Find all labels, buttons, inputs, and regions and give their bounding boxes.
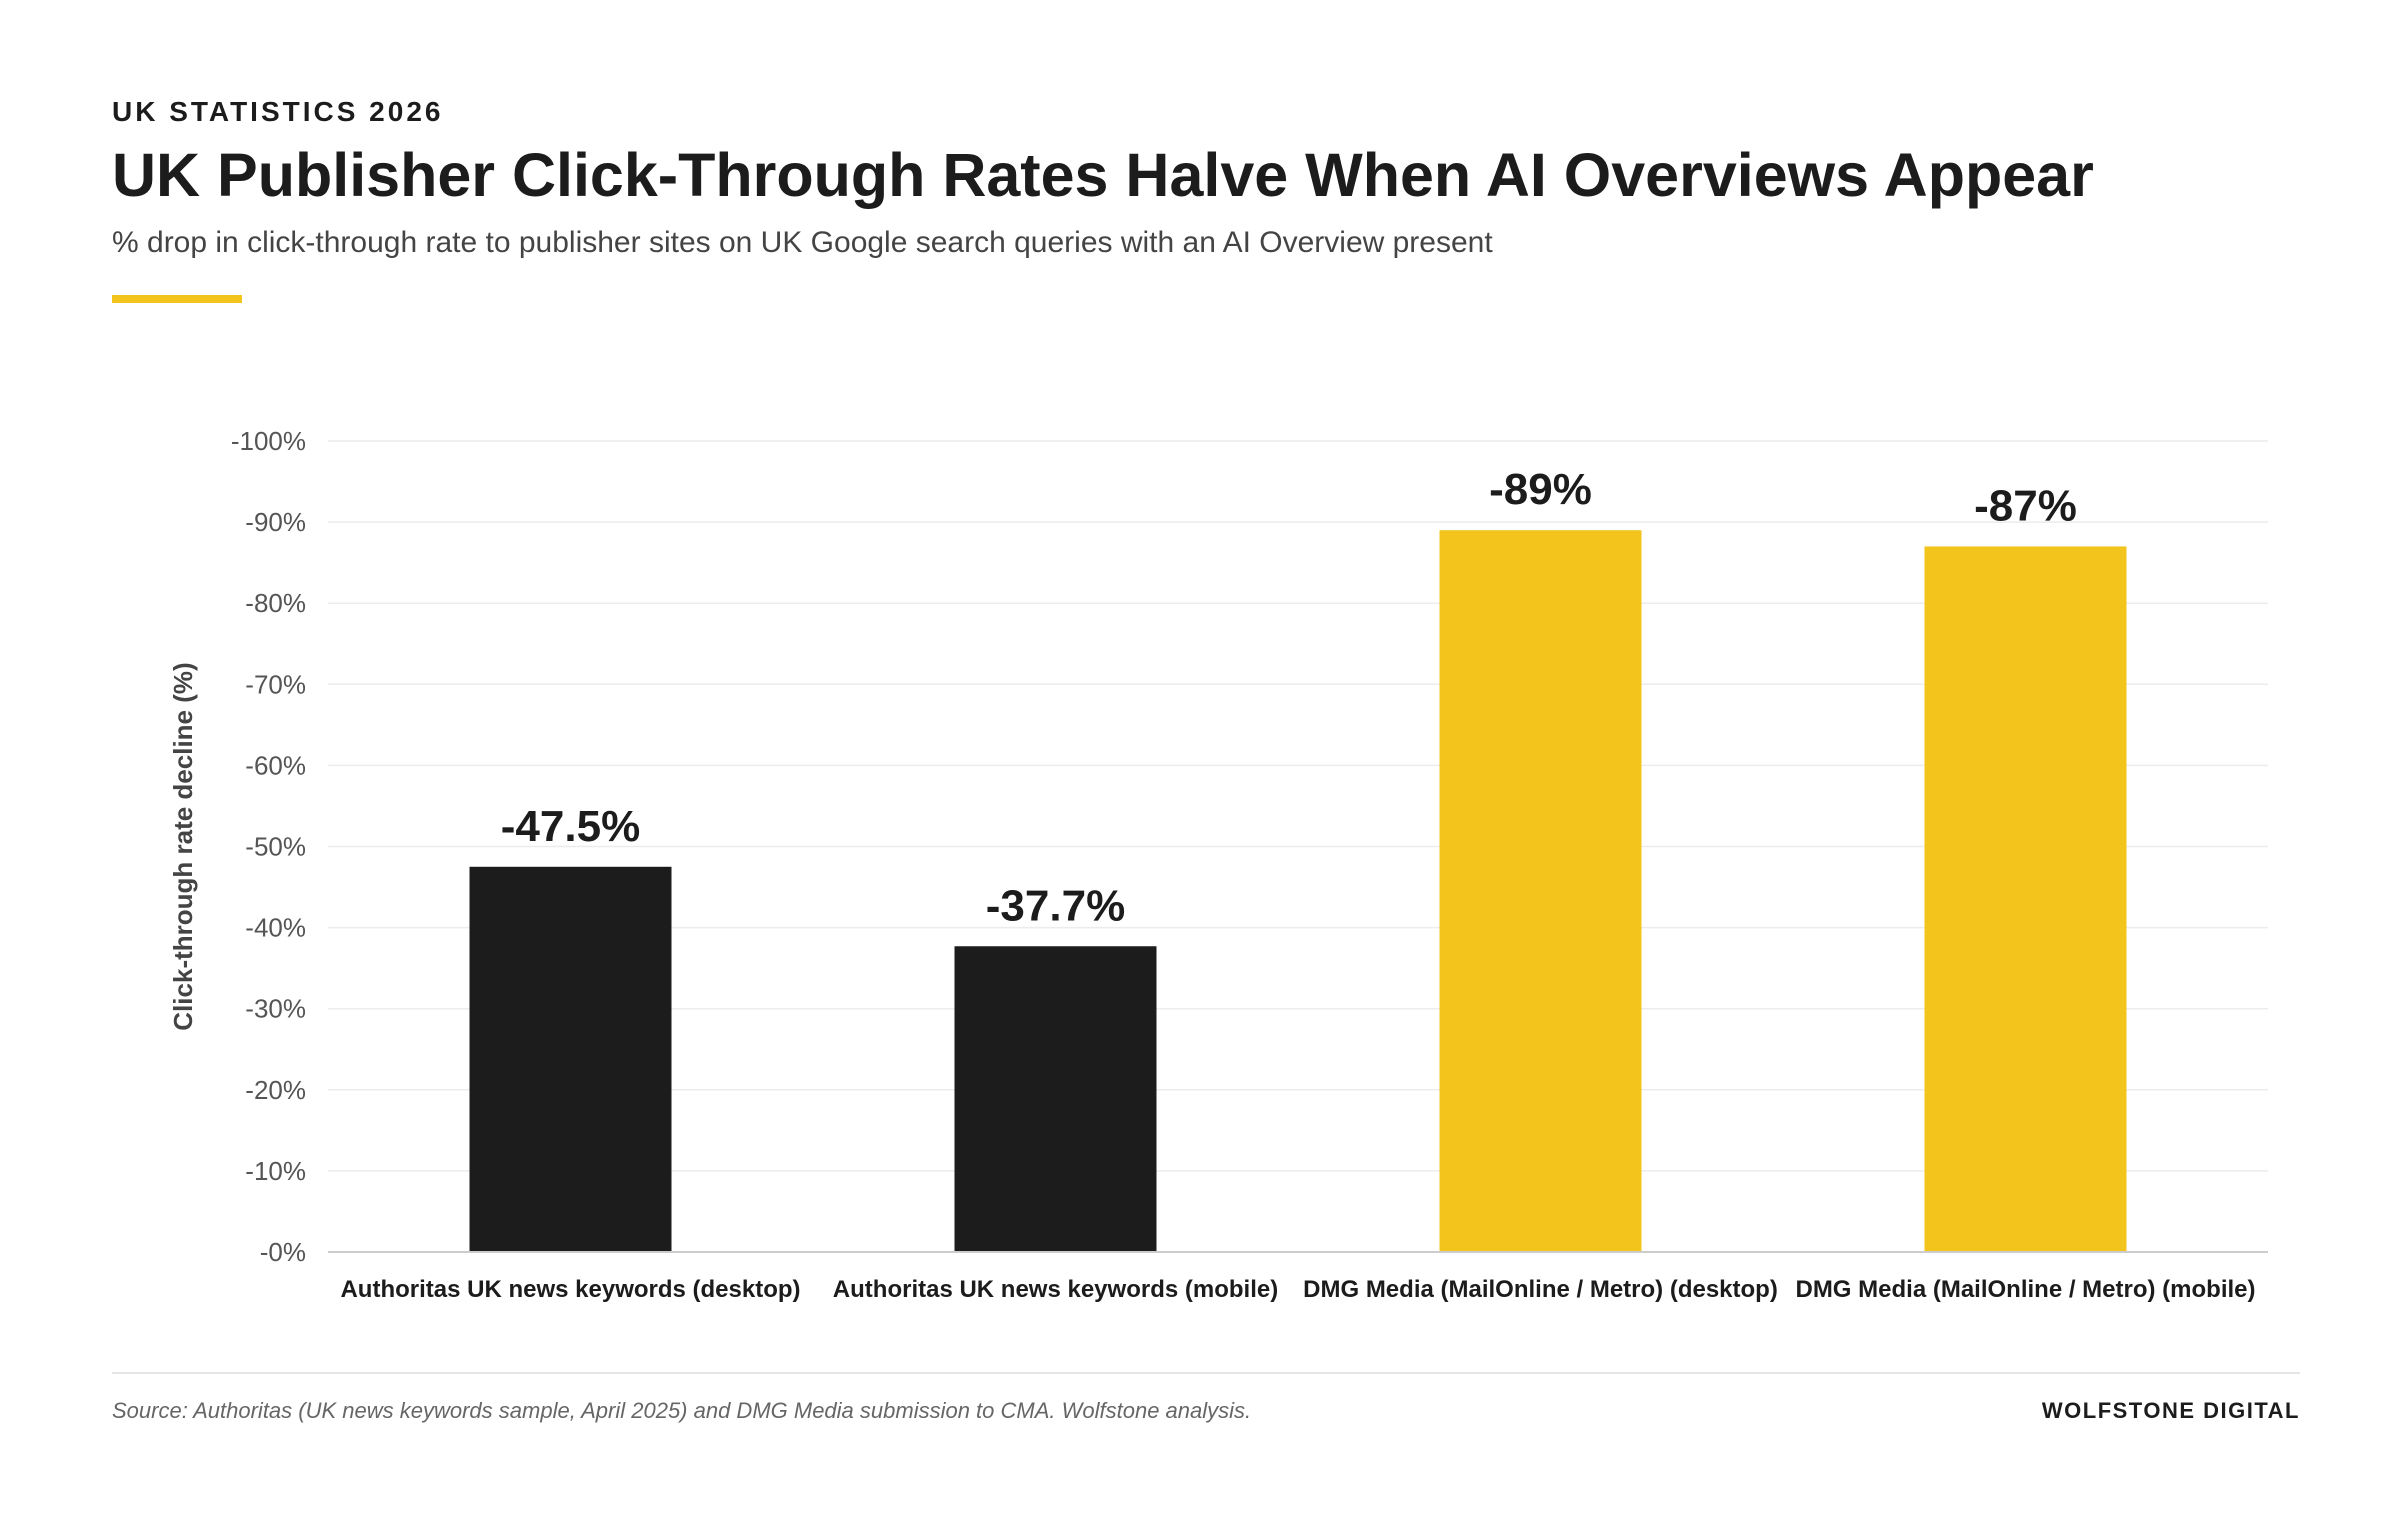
data-labels: -47.5% -37.7% -89% -87% bbox=[501, 465, 2077, 930]
y-tick-label: -60% bbox=[245, 750, 306, 780]
bars bbox=[469, 530, 2127, 1252]
y-tick-label: -90% bbox=[245, 507, 306, 537]
y-tick-label: -80% bbox=[245, 588, 306, 618]
y-tick-label: -20% bbox=[245, 1075, 306, 1105]
y-tick-label: -100% bbox=[231, 426, 306, 456]
data-label-1: -47.5% bbox=[501, 802, 640, 851]
bar-3 bbox=[1439, 530, 1642, 1252]
y-axis-ticks: -0% -10% -20% -30% -40% -50% -60% -70% -80% -90% -… bbox=[231, 426, 306, 1267]
x-tick-label-2: Authoritas UK news keywords (mobile) bbox=[833, 1276, 1278, 1303]
accent-underline bbox=[112, 295, 242, 303]
y-axis-label: Click-through rate decline (%) bbox=[168, 662, 198, 1030]
data-label-4: -87% bbox=[1974, 481, 2077, 530]
x-axis-ticks: Authoritas UK news keywords (desktop) Aut… bbox=[340, 1276, 2255, 1303]
brand-logo-text: WOLFSTONE DIGITAL bbox=[2041, 1398, 2300, 1423]
y-tick-label: -40% bbox=[245, 913, 306, 943]
y-tick-label: -30% bbox=[245, 994, 306, 1024]
chart-subtitle: % drop in click-through rate to publishe… bbox=[112, 226, 1493, 259]
x-tick-label-4: DMG Media (MailOnline / Metro) (mobile) bbox=[1795, 1276, 2255, 1303]
y-tick-label: -70% bbox=[245, 669, 306, 699]
data-label-3: -89% bbox=[1489, 465, 1592, 514]
eyebrow-label: UK STATISTICS 2026 bbox=[112, 96, 444, 127]
source-note: Source: Authoritas (UK news keywords sam… bbox=[112, 1398, 1252, 1423]
bar-2 bbox=[954, 946, 1157, 1252]
footer-divider bbox=[112, 1372, 2300, 1374]
x-tick-label-1: Authoritas UK news keywords (desktop) bbox=[340, 1276, 800, 1303]
y-tick-label: -50% bbox=[245, 832, 306, 862]
bar-1 bbox=[469, 866, 672, 1252]
chart-title: UK Publisher Click-Through Rates Halve W… bbox=[112, 141, 2094, 209]
y-tick-label: -10% bbox=[245, 1156, 306, 1186]
data-label-2: -37.7% bbox=[986, 881, 1125, 930]
x-tick-label-3: DMG Media (MailOnline / Metro) (desktop) bbox=[1303, 1276, 1778, 1303]
bar-4 bbox=[1924, 546, 2127, 1252]
y-tick-label: -0% bbox=[260, 1237, 306, 1267]
